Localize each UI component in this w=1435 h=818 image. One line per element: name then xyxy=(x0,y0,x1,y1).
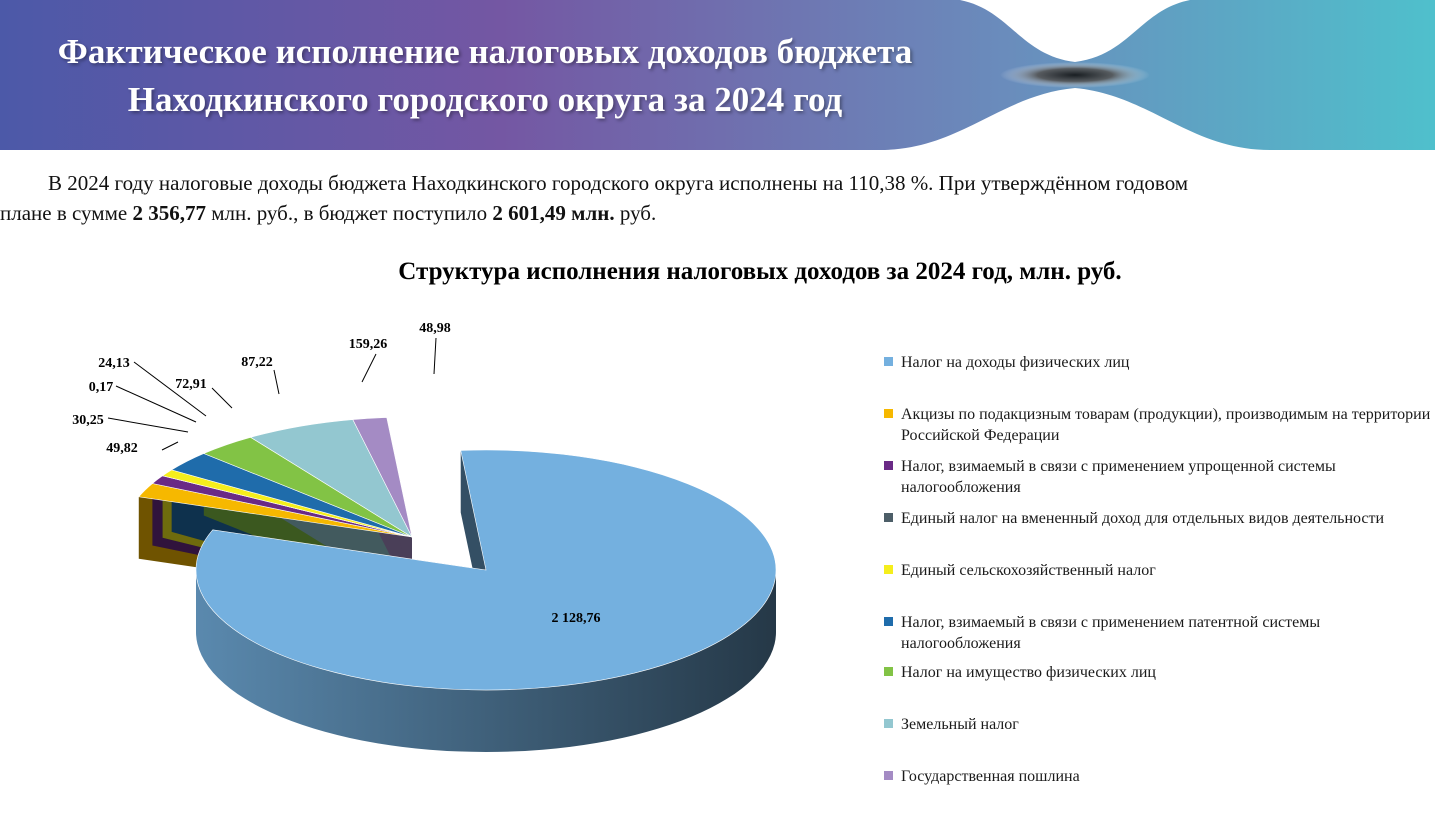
legend-label: Единый налог на вмененный доход для отде… xyxy=(901,510,1385,527)
title-line-2: Находкинского городского округа за 2024 … xyxy=(127,80,843,119)
legend-swatch xyxy=(884,667,893,676)
legend-swatch xyxy=(884,409,893,418)
data-label-0: 2 128,76 xyxy=(552,611,601,626)
intro-line-1: В 2024 году налоговые доходы бюджета Нах… xyxy=(48,171,1189,195)
legend-swatch xyxy=(884,719,893,728)
legend-label: Налог на имущество физических лиц xyxy=(901,664,1156,681)
received-amount: 2 601,49 млн. xyxy=(492,201,615,225)
data-label-4: 24,13 xyxy=(98,356,130,371)
legend-swatch xyxy=(884,617,893,626)
legend-label: Акцизы по подакцизным товарам (продукции… xyxy=(901,406,1431,444)
plan-amount: 2 356,77 xyxy=(132,201,206,225)
legend-label: Единый сельскохозяйственный налог xyxy=(901,562,1156,579)
leader-line-5 xyxy=(211,387,233,409)
pie-tops xyxy=(138,417,777,691)
leader-line-6 xyxy=(273,369,280,395)
page-title: Фактическое исполнение налоговых доходов… xyxy=(0,28,970,124)
legend-label: Государственная пошлина xyxy=(901,768,1080,785)
leader-line-3 xyxy=(115,385,197,423)
header-banner: Фактическое исполнение налоговых доходов… xyxy=(0,0,1435,150)
data-label-8: 48,98 xyxy=(419,321,451,336)
legend-swatch xyxy=(884,513,893,522)
legend-label: Налог, взимаемый в связи с применением п… xyxy=(901,614,1321,652)
chart-title: Структура исполнения налоговых доходов з… xyxy=(398,258,1122,285)
intro-text-plan: плане в сумме xyxy=(0,201,133,225)
leader-line-2 xyxy=(107,417,189,433)
legend-swatch xyxy=(884,357,893,366)
pie-slice-8 xyxy=(352,417,413,538)
leader-line-1 xyxy=(161,441,179,451)
data-label-7: 159,26 xyxy=(349,337,388,352)
data-label-3: 0,17 xyxy=(89,380,114,395)
title-line-1: Фактическое исполнение налоговых доходов… xyxy=(57,32,913,71)
legend-label: Налог на доходы физических лиц xyxy=(901,354,1130,371)
intro-paragraph: В 2024 году налоговые доходы бюджета Нах… xyxy=(0,168,1425,228)
intro-line-2: плане в сумме 2 356,77 млн. руб., в бюдж… xyxy=(0,198,1425,228)
pie-slice-0 xyxy=(195,449,777,691)
data-label-6: 87,22 xyxy=(241,355,273,370)
data-label-5: 72,91 xyxy=(175,377,207,392)
legend-swatch xyxy=(884,771,893,780)
leader-line-8 xyxy=(433,337,437,375)
intro-text-end: руб. xyxy=(614,201,657,225)
pie-slice-side-0 xyxy=(196,570,776,752)
intro-text-received: млн. руб., в бюджет поступило xyxy=(205,201,493,225)
header-background xyxy=(0,0,1435,150)
legend-swatch xyxy=(884,461,893,470)
leader-line-7 xyxy=(361,353,377,383)
data-label-2: 30,25 xyxy=(72,413,104,428)
legend-label: Земельный налог xyxy=(901,716,1019,733)
legend-swatch xyxy=(884,565,893,574)
leader-line-4 xyxy=(133,361,207,417)
data-label-1: 49,82 xyxy=(106,441,138,456)
legend-label: Налог, взимаемый в связи с применением у… xyxy=(901,458,1336,496)
